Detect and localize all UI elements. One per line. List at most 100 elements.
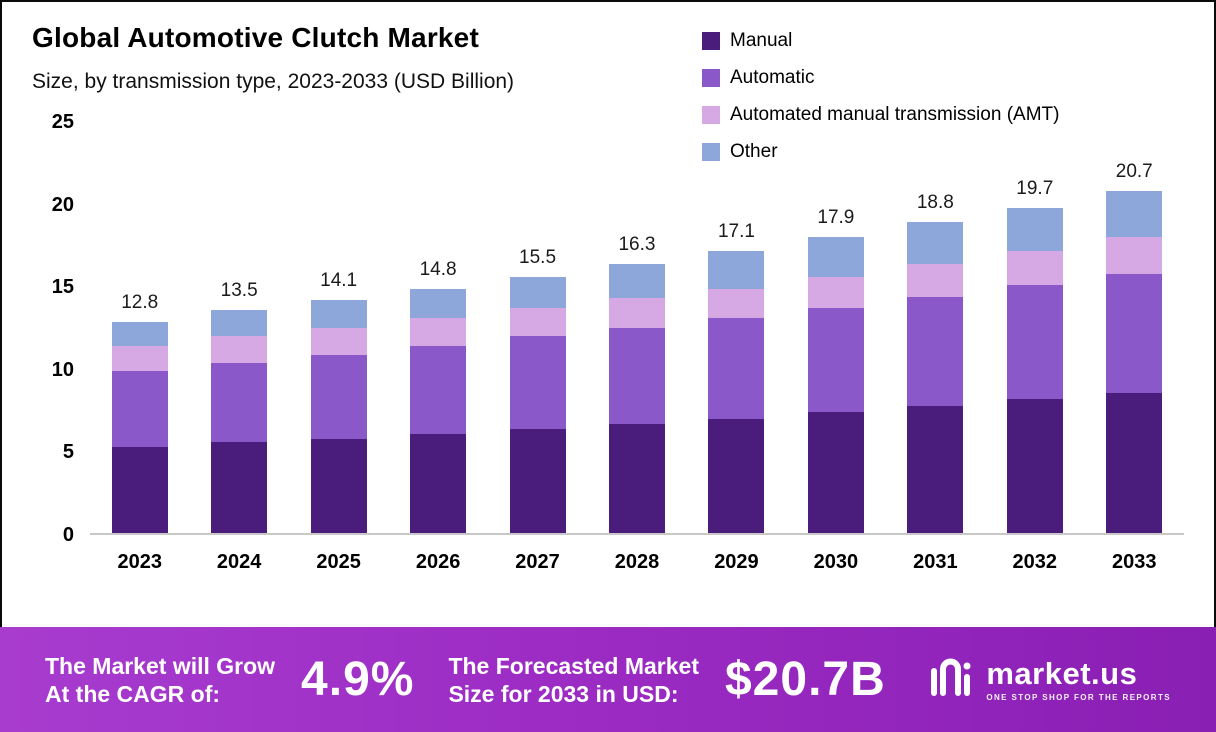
bar-stack	[807, 237, 864, 533]
cagr-label-line1: The Market will Grow	[45, 652, 276, 679]
bar-segment-automated-manual-transmission-amt	[509, 308, 566, 337]
bar-column-2030: 17.9	[807, 207, 864, 533]
bar-column-2032: 19.7	[1006, 178, 1063, 533]
bar-segment-manual	[807, 412, 864, 533]
bar-segment-automatic	[907, 296, 964, 406]
bar-segment-automated-manual-transmission-amt	[211, 336, 268, 363]
legend-item-automatic: Automatic	[702, 67, 1059, 89]
y-tick-label: 15	[51, 276, 74, 299]
marketus-logo: market.us One Stop Shop For The Reports	[930, 657, 1171, 702]
forecast-label-line1: The Forecasted Market	[448, 652, 699, 679]
x-axis-label: 2033	[1112, 551, 1157, 573]
bar-segment-manual	[608, 423, 665, 533]
bar-segment-automatic	[211, 362, 268, 443]
x-axis-label: 2032	[1012, 551, 1058, 573]
bar-segment-automatic	[1106, 273, 1163, 393]
bar-column-2025: 14.1	[310, 270, 367, 533]
bar-segment-automatic	[509, 336, 566, 429]
legend-label: Manual	[730, 30, 793, 51]
bar-column-2028: 16.3	[608, 233, 665, 533]
legend-item-other: Other	[702, 141, 1059, 163]
plot-area: 0 5 10 15 20 25 12.8 13.5 14.1 14.8 15.5 16.3 17.1 1…	[32, 111, 1184, 546]
bar-stack	[211, 310, 268, 533]
x-axis-label: 2026	[415, 551, 461, 573]
forecast-value: $20.7B	[724, 653, 886, 706]
bar-column-2033: 20.7	[1106, 161, 1163, 533]
legend-label: Other	[730, 141, 778, 162]
bar-stack	[708, 250, 765, 533]
bar-total-label: 12.8	[121, 291, 159, 313]
marketus-logo-tagline: One Stop Shop For The Reports	[986, 692, 1171, 702]
marketus-logo-text: market.us	[986, 655, 1138, 691]
legend: Manual Automatic Automated manual transmis…	[702, 30, 1059, 163]
bar-segment-manual	[1006, 399, 1063, 533]
bar-total-label: 17.1	[717, 220, 755, 242]
bar-stack	[1106, 191, 1163, 533]
x-axis-label: 2027	[515, 551, 560, 573]
legend-swatch-manual	[702, 32, 720, 50]
x-axis-label: 2023	[117, 551, 162, 573]
bar-total-label: 17.9	[817, 207, 855, 229]
chart-subtitle: Size, by transmission type, 2023-2033 (U…	[32, 70, 515, 93]
bar-stack	[608, 263, 665, 533]
bar-segment-automatic	[1006, 285, 1063, 400]
bar-segment-manual	[310, 438, 367, 533]
legend-label: Automatic	[730, 67, 815, 88]
cagr-label: The Market will Grow At the CAGR of:	[45, 652, 275, 708]
bar-segment-automated-manual-transmission-amt	[1106, 237, 1163, 274]
bar-segment-automated-manual-transmission-amt	[410, 318, 467, 347]
bar-total-label: 20.7	[1115, 161, 1153, 183]
x-axis-label: 2030	[813, 551, 859, 573]
forecast-label: The Forecasted Market Size for 2033 in U…	[448, 652, 699, 708]
bar-total-label: 13.5	[220, 280, 258, 302]
bar-segment-automated-manual-transmission-amt	[111, 346, 168, 372]
bar-segment-manual	[509, 428, 566, 533]
bar-segment-automated-manual-transmission-amt	[608, 298, 665, 329]
y-tick-label: 10	[51, 358, 74, 381]
bar-segment-other	[708, 250, 765, 289]
bar-total-label: 16.3	[618, 233, 656, 255]
legend-item-manual: Manual	[702, 30, 1059, 52]
cagr-value: 4.9%	[301, 653, 415, 706]
y-tick-label: 25	[51, 111, 74, 133]
bar-total-label: 14.8	[419, 258, 457, 280]
forecast-label-line2: Size for 2033 in USD:	[448, 680, 679, 707]
bar-segment-other	[907, 222, 964, 264]
bar-stack	[410, 288, 467, 533]
bar-segment-automatic	[708, 318, 765, 420]
footer-banner: The Market will Grow At the CAGR of: 4.9…	[0, 627, 1216, 732]
bar-column-2023: 12.8	[111, 291, 168, 533]
legend-swatch-automatic	[702, 69, 720, 87]
bar-segment-automatic	[410, 346, 467, 434]
bars-container: 12.8 13.5 14.1 14.8 15.5 16.3 17.1 17.9 18.8 19.7…	[90, 122, 1184, 533]
bar-segment-manual	[1106, 392, 1163, 533]
bar-segment-other	[111, 321, 168, 347]
chart-card: Global Automotive Clutch Market Size, by…	[0, 0, 1216, 627]
bar-segment-manual	[211, 442, 268, 533]
x-axis-label: 2031	[913, 551, 958, 573]
bar-segment-other	[211, 310, 268, 337]
bar-segment-automatic	[807, 308, 864, 413]
bar-total-label: 14.1	[320, 270, 358, 292]
bar-segment-other	[1006, 207, 1063, 251]
bar-segment-automated-manual-transmission-amt	[907, 263, 964, 297]
bar-segment-automatic	[111, 371, 168, 448]
bar-segment-manual	[708, 419, 765, 533]
bar-stack	[1006, 207, 1063, 533]
y-tick-label: 5	[62, 441, 74, 464]
plot-inner: 12.8 13.5 14.1 14.8 15.5 16.3 17.1 17.9 18.8 19.7…	[90, 122, 1184, 535]
bar-segment-automated-manual-transmission-amt	[1006, 250, 1063, 286]
x-axis-label: 2028	[614, 551, 660, 573]
cagr-label-line2: At the CAGR of:	[45, 680, 221, 707]
x-axis-labels: 2023 2024 2025 2026 2027 2028 2029 2030 2031 2032…	[90, 535, 1184, 574]
legend-label: Automated manual transmission (AMT)	[730, 104, 1060, 125]
legend-swatch-other	[702, 143, 720, 161]
marketus-logo-icon	[930, 657, 974, 702]
bar-column-2031: 18.8	[907, 192, 964, 533]
bar-segment-manual	[111, 447, 168, 533]
bar-column-2026: 14.8	[410, 258, 467, 533]
bar-segment-manual	[410, 433, 467, 533]
bar-segment-other	[509, 276, 566, 309]
y-axis: 0 5 10 15 20 25	[32, 111, 90, 546]
